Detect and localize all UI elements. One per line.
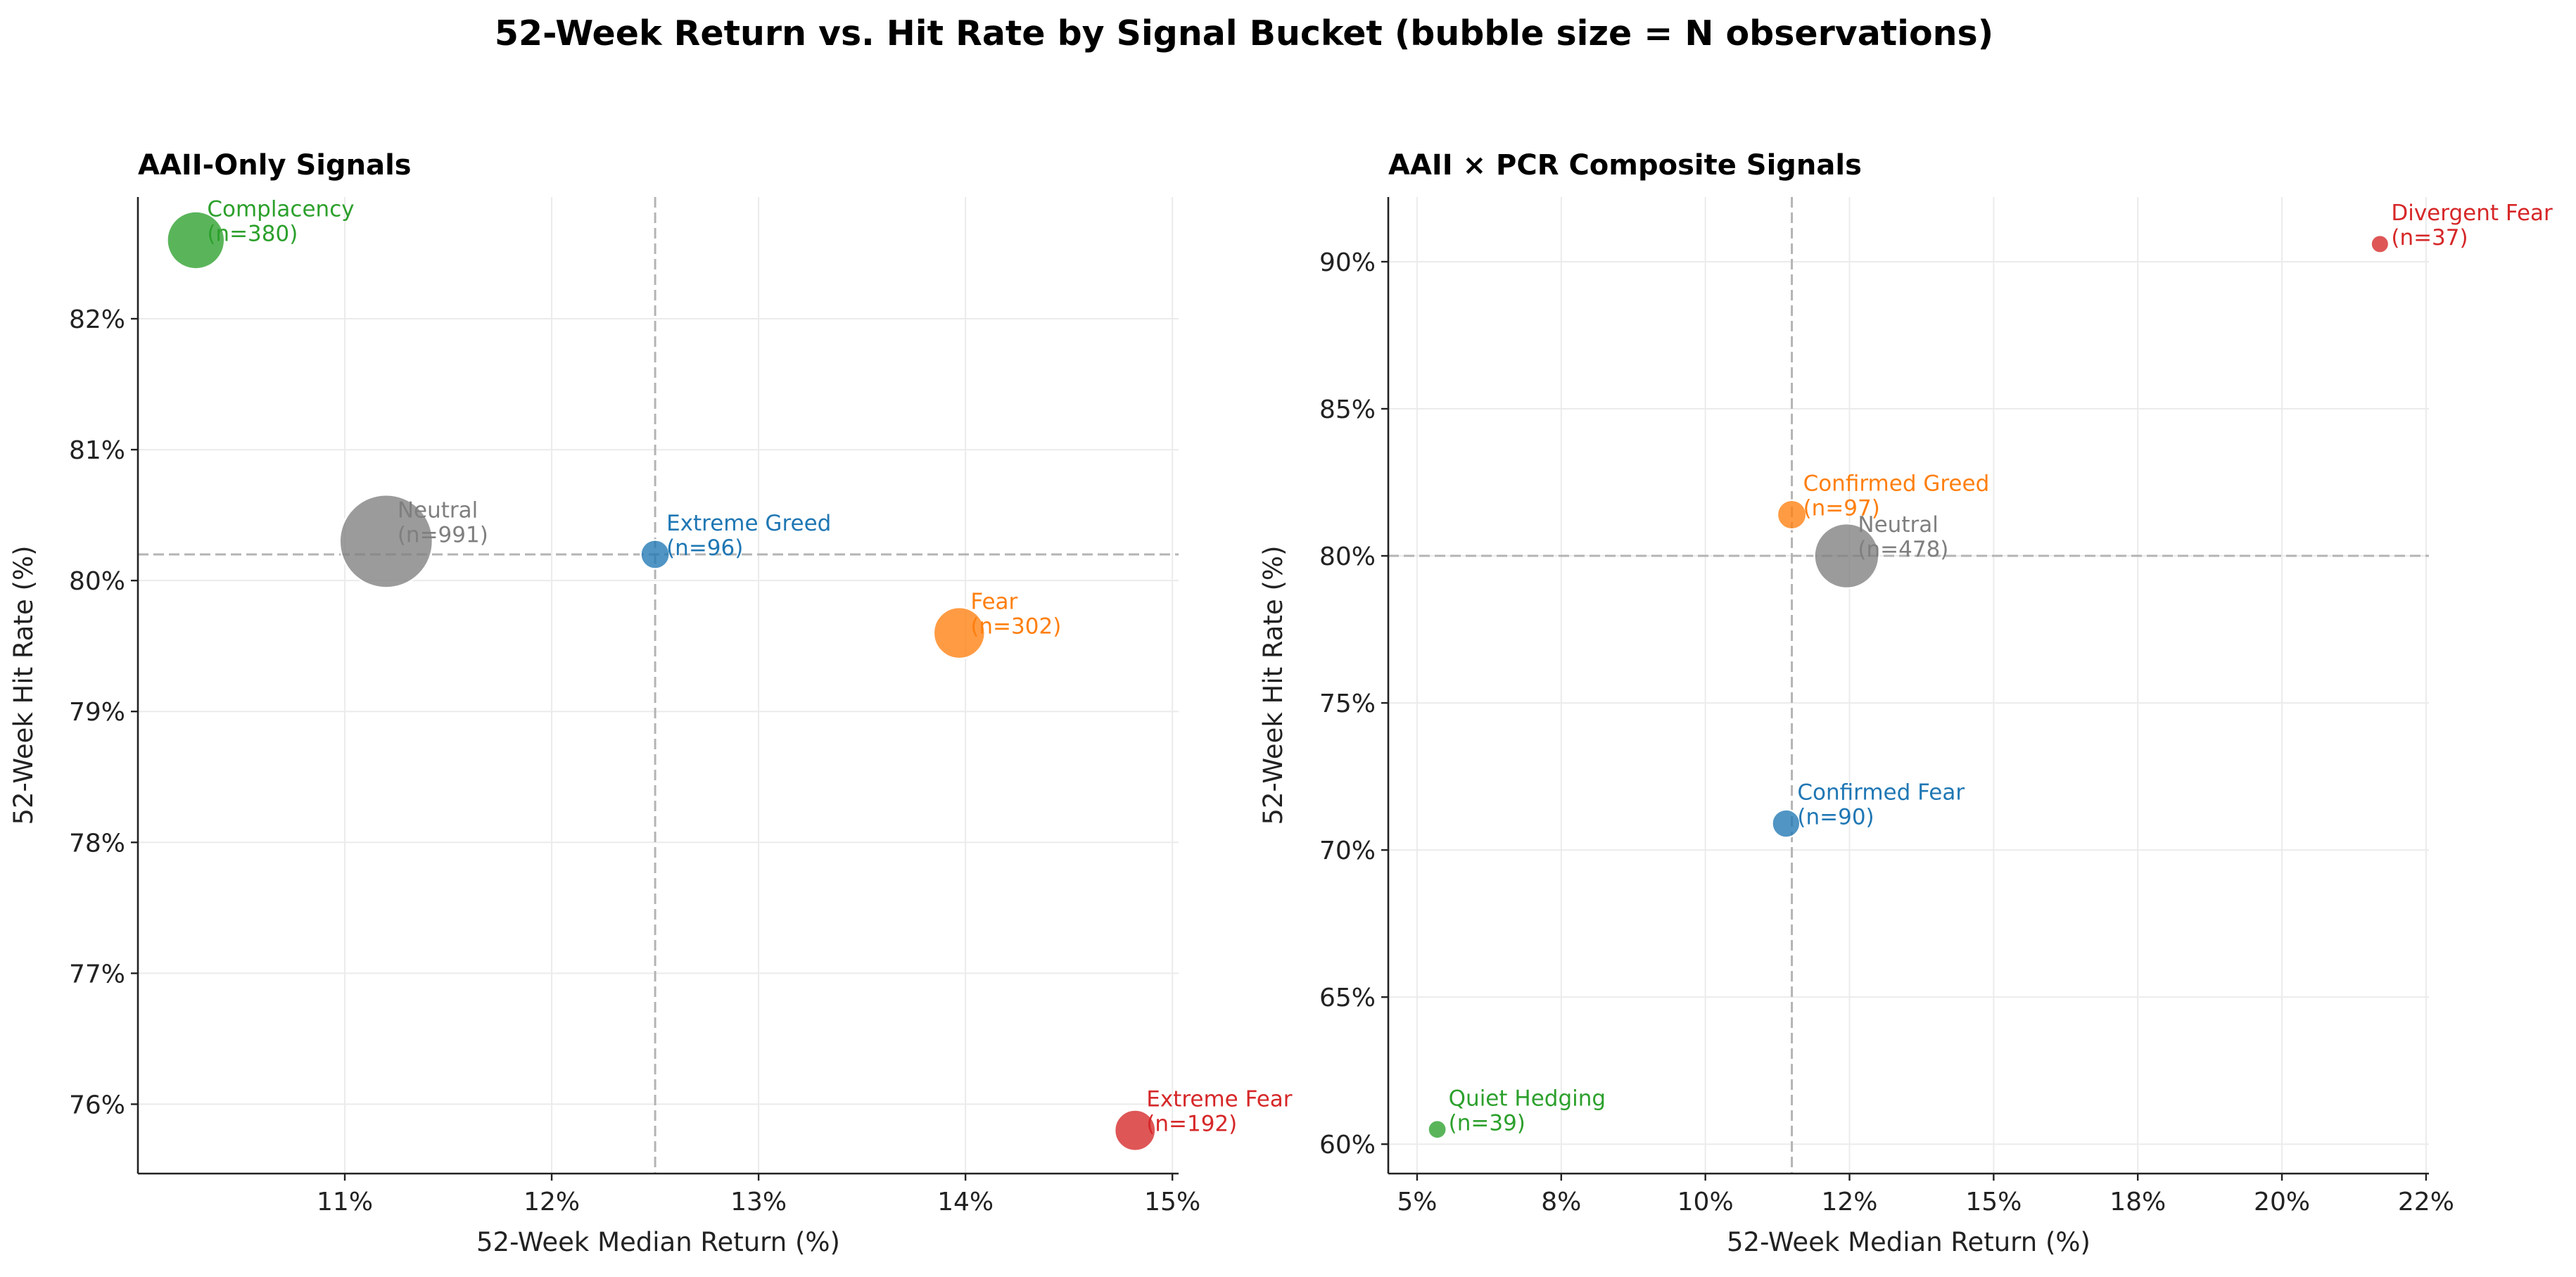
bubble-extreme-greed xyxy=(640,539,671,570)
bubble-neutral xyxy=(338,493,434,589)
bubble-count-extreme-fear: (n=192) xyxy=(1146,1112,1237,1137)
x-tick-label: 12% xyxy=(524,1188,580,1216)
x-tick-label: 18% xyxy=(2109,1188,2166,1216)
x-tick-label: 13% xyxy=(730,1188,787,1216)
y-tick-label: 81% xyxy=(69,436,125,465)
x-tick-label: 15% xyxy=(1965,1188,2022,1216)
y-tick-label: 70% xyxy=(1319,837,1376,865)
chart-title: AAII-Only Signals xyxy=(138,149,412,182)
bubble-label-complacency: Complacency xyxy=(207,196,354,222)
x-tick-label: 14% xyxy=(937,1188,994,1216)
bubble-neutral xyxy=(1813,522,1880,590)
bubble-label-confirmed-fear: Confirmed Fear xyxy=(1797,780,1965,805)
chart-title: AAII × PCR Composite Signals xyxy=(1388,149,1862,182)
figure-suptitle: 52-Week Return vs. Hit Rate by Signal Bu… xyxy=(495,13,1993,53)
bubble-count-complacency: (n=380) xyxy=(207,221,298,246)
y-tick-label: 77% xyxy=(69,960,125,989)
bubble-label-neutral: Neutral xyxy=(398,497,478,523)
bubble-count-neutral: (n=991) xyxy=(398,522,488,547)
bubble-count-quiet-hedging: (n=39) xyxy=(1449,1110,1525,1136)
bubble-quiet-hedging xyxy=(1427,1119,1448,1140)
x-tick-label: 15% xyxy=(1144,1188,1200,1216)
bubble-confirmed-fear xyxy=(1771,808,1801,839)
bubble-label-neutral: Neutral xyxy=(1858,512,1938,538)
y-axis-label: 52-Week Hit Rate (%) xyxy=(1258,545,1288,825)
bubble-label-extreme-fear: Extreme Fear xyxy=(1146,1087,1293,1112)
y-tick-label: 80% xyxy=(1319,542,1376,571)
bubble-count-extreme-greed: (n=96) xyxy=(666,535,743,561)
bubble-complacency xyxy=(166,210,226,270)
bubble-divergent-fear xyxy=(2370,234,2390,254)
x-tick-label: 10% xyxy=(1677,1188,1734,1216)
x-tick-label: 12% xyxy=(1822,1188,1878,1216)
bubble-count-confirmed-fear: (n=90) xyxy=(1797,804,1874,830)
bubble-confirmed-greed xyxy=(1776,499,1808,531)
y-tick-label: 79% xyxy=(69,698,125,727)
x-tick-label: 11% xyxy=(317,1188,373,1216)
bubble-label-extreme-greed: Extreme Greed xyxy=(666,511,831,536)
y-axis-label: 52-Week Hit Rate (%) xyxy=(8,545,39,825)
y-tick-label: 60% xyxy=(1319,1131,1376,1160)
x-tick-label: 8% xyxy=(1541,1188,1581,1216)
aaii-pcr-composite-chart: 5% 8% 10% 12% 15% 18% 20% 22% 60% 65% 70% 75% 80% 85%… xyxy=(1258,149,2553,1257)
bubble-count-neutral: (n=478) xyxy=(1858,537,1948,562)
y-tick-label: 85% xyxy=(1319,395,1376,424)
y-tick-label: 80% xyxy=(69,567,125,596)
x-axis-label: 52-Week Median Return (%) xyxy=(1727,1227,2090,1257)
y-tick-label: 76% xyxy=(69,1091,125,1119)
y-tick-label: 75% xyxy=(1319,690,1376,718)
aaii-only-chart: 11% 12% 13% 14% 15% 76% 77% 78% 79% 80% 81% 82% AAII… xyxy=(8,149,1293,1257)
y-tick-label: 90% xyxy=(1319,248,1376,277)
bubble-count-fear: (n=302) xyxy=(970,614,1061,640)
bubble-label-fear: Fear xyxy=(970,590,1017,615)
bubble-label-divergent-fear: Divergent Fear xyxy=(2391,201,2553,226)
x-tick-label: 22% xyxy=(2398,1188,2454,1216)
x-tick-label: 5% xyxy=(1397,1188,1437,1216)
x-axis-label: 52-Week Median Return (%) xyxy=(476,1227,840,1257)
bubble-count-divergent-fear: (n=37) xyxy=(2391,225,2468,250)
bubble-label-confirmed-greed: Confirmed Greed xyxy=(1803,471,1990,497)
bubble-fear xyxy=(932,606,986,660)
y-tick-label: 82% xyxy=(69,305,125,334)
bubble-label-quiet-hedging: Quiet Hedging xyxy=(1449,1086,1606,1111)
y-tick-label: 78% xyxy=(69,829,125,858)
x-tick-label: 20% xyxy=(2254,1188,2310,1216)
bubble-extreme-fear xyxy=(1113,1109,1157,1152)
y-tick-label: 65% xyxy=(1319,984,1376,1012)
bubble-count-confirmed-greed: (n=97) xyxy=(1803,496,1880,521)
